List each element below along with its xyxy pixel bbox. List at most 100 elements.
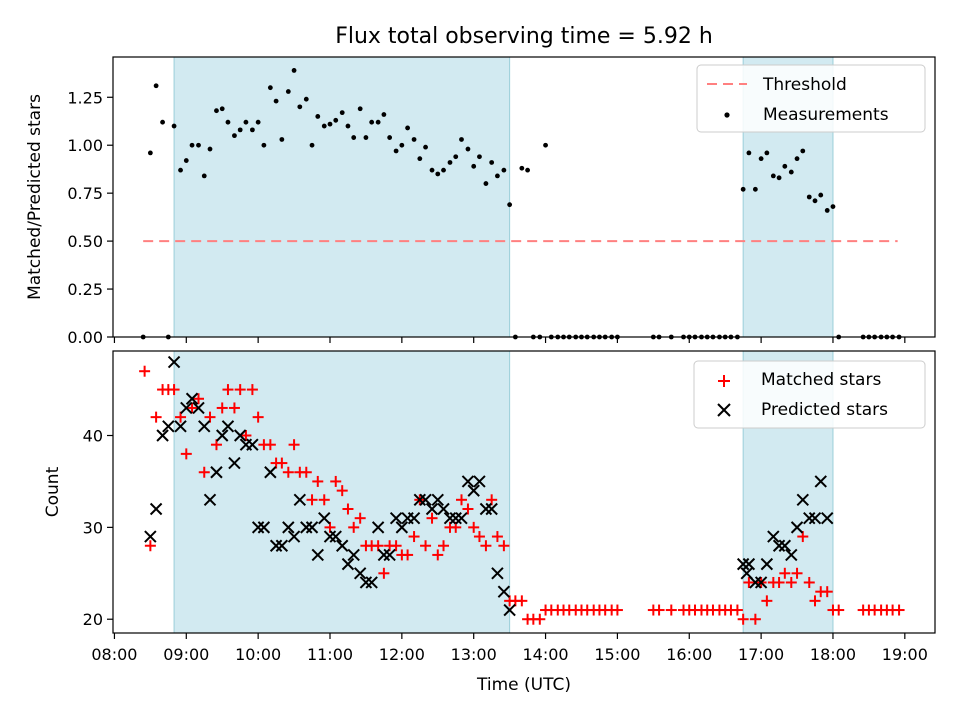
measurement-point bbox=[225, 119, 231, 125]
predicted-point bbox=[323, 530, 337, 543]
y-tick-label: 30 bbox=[83, 518, 103, 537]
x-tick-label: 13:00 bbox=[451, 645, 497, 664]
matched-point bbox=[743, 576, 755, 588]
matched-point bbox=[797, 531, 809, 543]
matched-point bbox=[240, 430, 252, 442]
measurement-point bbox=[267, 85, 273, 91]
measurement-point bbox=[303, 96, 309, 102]
matched-point bbox=[324, 521, 336, 533]
predicted-point bbox=[300, 521, 313, 534]
matched-point bbox=[480, 540, 492, 552]
measurement-point bbox=[501, 167, 507, 173]
measurement-point bbox=[423, 144, 428, 150]
measurement-point bbox=[201, 173, 207, 179]
measurement-point bbox=[405, 125, 410, 131]
matched-point bbox=[462, 503, 474, 515]
matched-point bbox=[611, 604, 623, 616]
x-tick-label: 19:00 bbox=[882, 645, 928, 664]
measurement-point bbox=[752, 186, 758, 192]
measurement-point bbox=[345, 123, 351, 129]
predicted-point bbox=[437, 502, 450, 516]
measurement-point bbox=[160, 119, 165, 125]
measurement-point bbox=[207, 146, 213, 152]
measurement-point bbox=[776, 175, 782, 181]
matched-point bbox=[486, 494, 498, 506]
x-tick-label: 12:00 bbox=[379, 645, 425, 664]
predicted-point bbox=[275, 539, 289, 552]
predicted-point bbox=[282, 521, 295, 534]
matched-point bbox=[330, 475, 342, 487]
x-tick-label: 14:00 bbox=[523, 645, 569, 664]
predicted-point bbox=[174, 420, 187, 433]
predicted-point bbox=[473, 475, 486, 488]
legend-measurements-marker bbox=[724, 112, 730, 118]
matched-point bbox=[318, 494, 330, 506]
predicted-point bbox=[329, 530, 342, 543]
measurement-point bbox=[363, 135, 369, 140]
predicted-point bbox=[790, 521, 804, 534]
x-tick-label: 10:00 bbox=[235, 645, 281, 664]
x-axis-label: Time (UTC) bbox=[476, 675, 571, 695]
predicted-point bbox=[461, 475, 475, 488]
predicted-point bbox=[156, 429, 169, 442]
y-tick-label: 20 bbox=[83, 610, 103, 629]
panel-count: 08:00 09:00 10:00 11:00 12:00 13:00 14:00 15:00… bbox=[43, 350, 936, 695]
measurement-point bbox=[495, 173, 500, 179]
x-tick-label: 16:00 bbox=[666, 645, 712, 664]
legend-matched-label: Matched stars bbox=[761, 370, 881, 390]
measurement-point bbox=[291, 68, 297, 73]
y-tick-label: 0.25 bbox=[67, 280, 103, 299]
matched-point bbox=[210, 439, 222, 451]
predicted-point bbox=[503, 603, 516, 617]
predicted-point bbox=[395, 521, 409, 534]
predicted-point bbox=[246, 438, 259, 451]
matched-point bbox=[354, 512, 366, 524]
predicted-point bbox=[803, 511, 816, 525]
matched-point bbox=[378, 567, 390, 579]
matched-point bbox=[468, 521, 480, 533]
x-tick-label: 17:00 bbox=[738, 645, 784, 664]
matched-point bbox=[288, 439, 300, 451]
measurement-point bbox=[441, 167, 446, 173]
matched-point bbox=[438, 540, 450, 552]
measurement-point bbox=[788, 169, 794, 175]
predicted-point bbox=[347, 548, 360, 562]
matched-point bbox=[653, 604, 665, 616]
y-tick-label: 0.00 bbox=[67, 328, 103, 347]
matched-point bbox=[731, 604, 743, 616]
measurement-point bbox=[243, 119, 249, 125]
matched-point bbox=[491, 531, 503, 543]
legend-top: Threshold Measurements bbox=[696, 64, 926, 133]
measurement-point bbox=[411, 137, 417, 142]
predicted-point bbox=[251, 521, 265, 534]
measurement-point bbox=[758, 156, 764, 162]
measurement-point bbox=[381, 112, 387, 117]
matched-point bbox=[252, 411, 264, 423]
measurement-point bbox=[465, 146, 471, 152]
measurement-point bbox=[279, 137, 285, 142]
matched-point bbox=[180, 448, 192, 460]
predicted-point bbox=[162, 420, 175, 433]
measurement-point bbox=[824, 208, 830, 213]
matched-point bbox=[336, 485, 348, 497]
matched-point bbox=[833, 604, 845, 616]
y-axis-label-top: Matched/Predicted stars bbox=[25, 94, 45, 300]
y-tick-label: 1.25 bbox=[67, 88, 103, 107]
matched-point bbox=[779, 567, 791, 579]
matched-point bbox=[204, 411, 216, 423]
predicted-point bbox=[736, 557, 750, 571]
predicted-point bbox=[144, 530, 157, 543]
predicted-point bbox=[485, 502, 498, 516]
measurement-point bbox=[232, 133, 237, 139]
predicted-point bbox=[198, 420, 211, 433]
measurement-point bbox=[273, 98, 279, 104]
figure-title: Flux total observing time = 5.92 h bbox=[335, 24, 713, 49]
predicted-point bbox=[449, 511, 462, 525]
predicted-point bbox=[419, 493, 432, 507]
legend-predicted-label: Predicted stars bbox=[761, 400, 888, 420]
measurement-point bbox=[519, 165, 525, 171]
matched-point bbox=[312, 475, 324, 487]
measurement-point bbox=[178, 167, 183, 173]
measurement-point bbox=[153, 83, 159, 89]
matched-point bbox=[150, 411, 162, 423]
